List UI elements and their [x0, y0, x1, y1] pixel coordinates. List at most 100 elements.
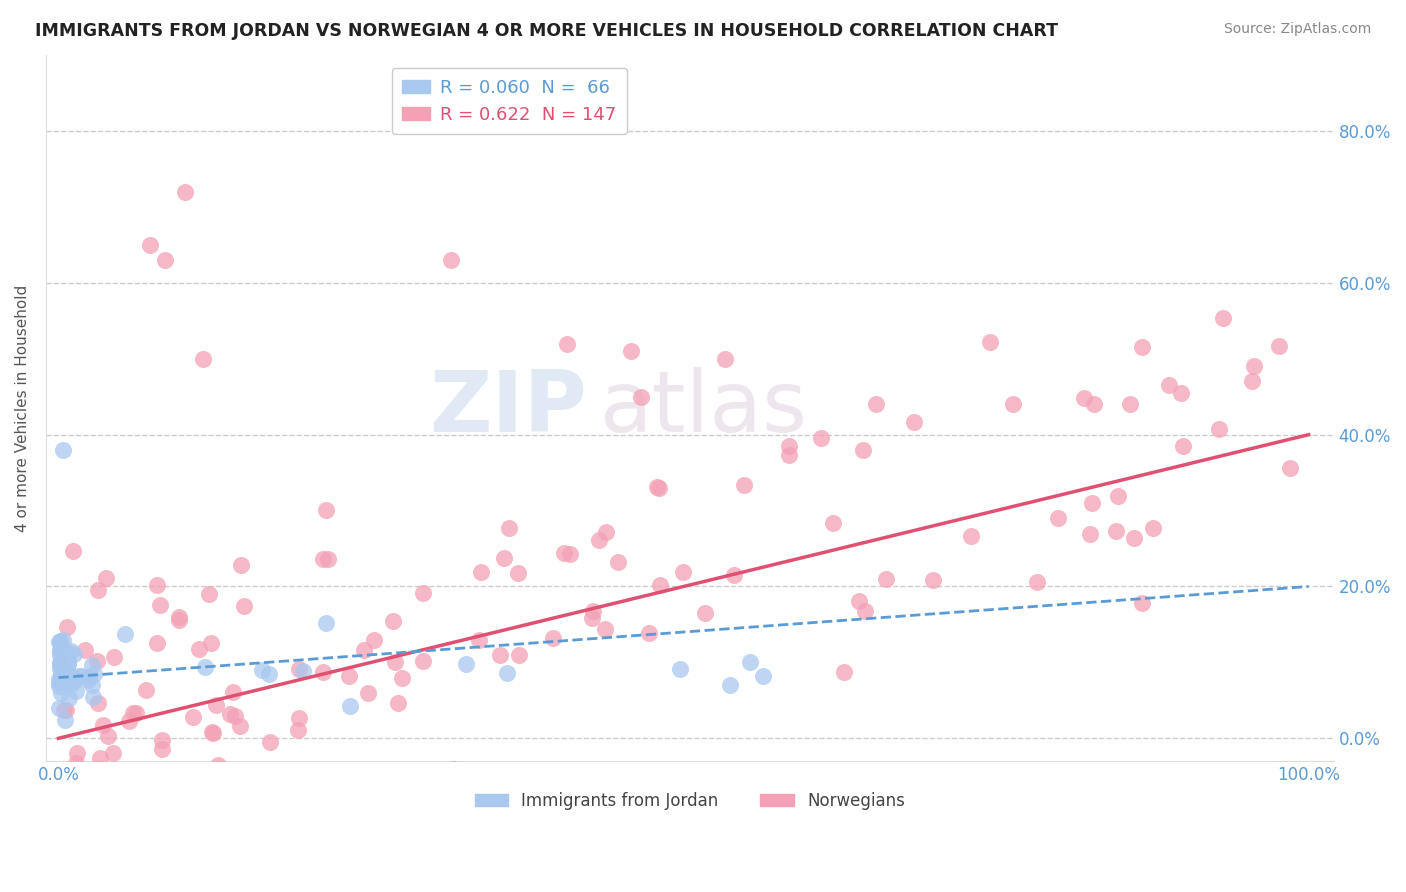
- Point: [315, 616, 337, 631]
- Point: [62, 769, 84, 783]
- Point: [311, 552, 333, 566]
- Point: [135, 683, 157, 698]
- Point: [62, 671, 84, 685]
- Point: [352, 769, 374, 783]
- Point: [77, 670, 100, 684]
- Point: [49, 667, 72, 681]
- Point: [48, 676, 70, 690]
- Point: [595, 622, 617, 636]
- Point: [48, 672, 70, 686]
- Text: Source: ZipAtlas.com: Source: ZipAtlas.com: [1223, 22, 1371, 37]
- Point: [224, 709, 246, 723]
- Point: [337, 668, 360, 682]
- Point: [363, 632, 385, 647]
- Point: [494, 551, 516, 566]
- Point: [1208, 422, 1230, 436]
- Point: [733, 477, 755, 491]
- Point: [48, 657, 70, 671]
- Point: [648, 482, 671, 496]
- Point: [853, 605, 876, 619]
- Point: [832, 665, 855, 679]
- Point: [55, 703, 77, 717]
- Point: [215, 769, 238, 783]
- Point: [89, 750, 111, 764]
- Point: [315, 502, 337, 516]
- Point: [1212, 310, 1234, 325]
- Point: [412, 586, 434, 600]
- Point: [848, 593, 870, 607]
- Point: [114, 627, 136, 641]
- Point: [233, 599, 256, 614]
- Point: [1107, 489, 1129, 503]
- Point: [381, 614, 404, 628]
- Point: [959, 529, 981, 543]
- Point: [83, 666, 105, 681]
- Point: [202, 725, 225, 739]
- Point: [56, 661, 79, 675]
- Point: [638, 626, 661, 640]
- Point: [229, 558, 252, 572]
- Text: ZIP: ZIP: [429, 367, 586, 450]
- Point: [1047, 511, 1070, 525]
- Point: [49, 637, 72, 651]
- Point: [198, 769, 221, 783]
- Point: [508, 566, 530, 580]
- Point: [508, 648, 530, 663]
- Point: [339, 699, 361, 714]
- Point: [94, 571, 117, 585]
- Point: [167, 614, 190, 628]
- Point: [150, 732, 173, 747]
- Point: [723, 568, 745, 582]
- Point: [55, 644, 77, 658]
- Point: [1241, 374, 1264, 388]
- Point: [1078, 527, 1101, 541]
- Point: [49, 686, 72, 700]
- Point: [52, 633, 75, 648]
- Point: [153, 253, 176, 268]
- Point: [48, 635, 70, 649]
- Point: [65, 769, 87, 783]
- Point: [56, 667, 79, 681]
- Point: [387, 696, 409, 710]
- Point: [51, 665, 73, 679]
- Point: [146, 578, 169, 592]
- Point: [412, 654, 434, 668]
- Point: [55, 663, 77, 677]
- Point: [62, 544, 84, 558]
- Point: [52, 442, 75, 457]
- Point: [541, 632, 564, 646]
- Point: [53, 703, 76, 717]
- Point: [59, 673, 82, 687]
- Point: [82, 690, 104, 704]
- Point: [1081, 496, 1104, 510]
- Point: [204, 698, 226, 713]
- Point: [49, 645, 72, 659]
- Point: [82, 658, 104, 673]
- Point: [139, 238, 162, 252]
- Point: [555, 336, 578, 351]
- Point: [384, 655, 406, 669]
- Point: [1123, 531, 1146, 545]
- Point: [65, 684, 87, 698]
- Point: [443, 763, 465, 777]
- Point: [118, 714, 141, 728]
- Point: [82, 678, 104, 692]
- Point: [51, 670, 73, 684]
- Point: [470, 565, 492, 579]
- Point: [53, 656, 76, 670]
- Point: [588, 533, 610, 547]
- Point: [553, 546, 575, 560]
- Point: [200, 635, 222, 649]
- Point: [229, 719, 252, 733]
- Point: [221, 769, 243, 783]
- Point: [488, 648, 510, 662]
- Point: [202, 769, 225, 783]
- Point: [921, 573, 943, 587]
- Point: [60, 676, 83, 690]
- Point: [136, 769, 159, 783]
- Point: [1157, 378, 1180, 392]
- Point: [1105, 524, 1128, 538]
- Point: [124, 706, 146, 720]
- Point: [191, 351, 214, 366]
- Point: [1171, 439, 1194, 453]
